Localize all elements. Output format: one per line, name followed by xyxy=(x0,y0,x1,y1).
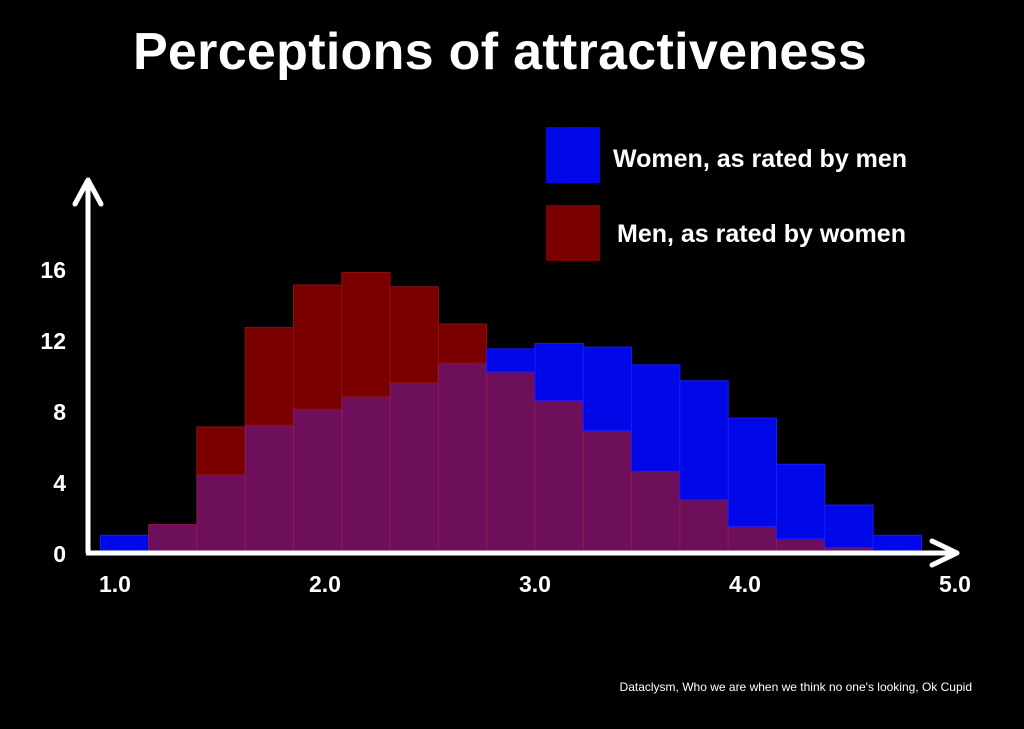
overlap-bar xyxy=(148,524,198,554)
overlap-bar xyxy=(582,430,633,554)
legend: Women, as rated by men Men, as rated by … xyxy=(546,127,907,261)
women-bar xyxy=(631,364,681,472)
overlap-bar xyxy=(293,408,343,554)
overlap-bar xyxy=(534,399,584,554)
men-bar xyxy=(293,284,343,410)
overlap-bar xyxy=(679,499,729,554)
overlap-bar xyxy=(244,424,294,554)
overlap-bar xyxy=(341,396,391,554)
women-bar xyxy=(824,504,874,549)
chart-title: Perceptions of attractiveness xyxy=(132,23,868,81)
ticks-layer: 0 4 8 12 16 1.0 2.0 3.0 4.0 5.0 xyxy=(40,257,971,597)
men-bar xyxy=(389,286,439,384)
women-bar xyxy=(534,343,584,401)
overlap-bar xyxy=(486,371,536,554)
overlap-bar xyxy=(631,470,681,554)
y-tick-label: 8 xyxy=(53,399,66,425)
x-axis-arrowhead xyxy=(929,538,960,568)
x-tick-label: 4.0 xyxy=(729,571,761,597)
y-tick-label: 16 xyxy=(40,257,66,283)
men-bar xyxy=(341,272,391,398)
men-bar xyxy=(437,323,488,364)
legend-label-men: Men, as rated by women xyxy=(617,220,906,248)
source-note: Dataclysm, Who we are when we think no o… xyxy=(619,680,972,694)
y-tick-label: 12 xyxy=(40,328,66,354)
overlap-bar xyxy=(437,362,488,554)
women-bar xyxy=(486,348,536,373)
women-bar xyxy=(679,380,729,501)
women-bar xyxy=(99,534,150,554)
x-tick-label: 2.0 xyxy=(309,571,341,597)
overlap-bar xyxy=(389,382,439,554)
x-tick-label: 1.0 xyxy=(99,571,131,597)
legend-swatch-men xyxy=(546,205,600,261)
overlap-bar xyxy=(727,525,778,554)
y-axis-arrowhead xyxy=(72,177,104,207)
men-bar xyxy=(244,327,294,426)
women-bar xyxy=(727,417,778,527)
bars-layer xyxy=(99,272,922,554)
y-tick-label: 0 xyxy=(53,541,66,567)
x-tick-label: 5.0 xyxy=(939,571,971,597)
women-bar xyxy=(776,463,826,540)
axes-layer xyxy=(72,177,960,568)
legend-swatch-women xyxy=(546,127,600,183)
overlap-bar xyxy=(196,474,246,554)
women-bar xyxy=(582,346,633,432)
x-tick-label: 3.0 xyxy=(519,571,551,597)
legend-label-women: Women, as rated by men xyxy=(613,145,907,173)
y-tick-label: 4 xyxy=(53,470,66,496)
men-bar xyxy=(196,426,246,476)
women-bar xyxy=(872,534,922,554)
